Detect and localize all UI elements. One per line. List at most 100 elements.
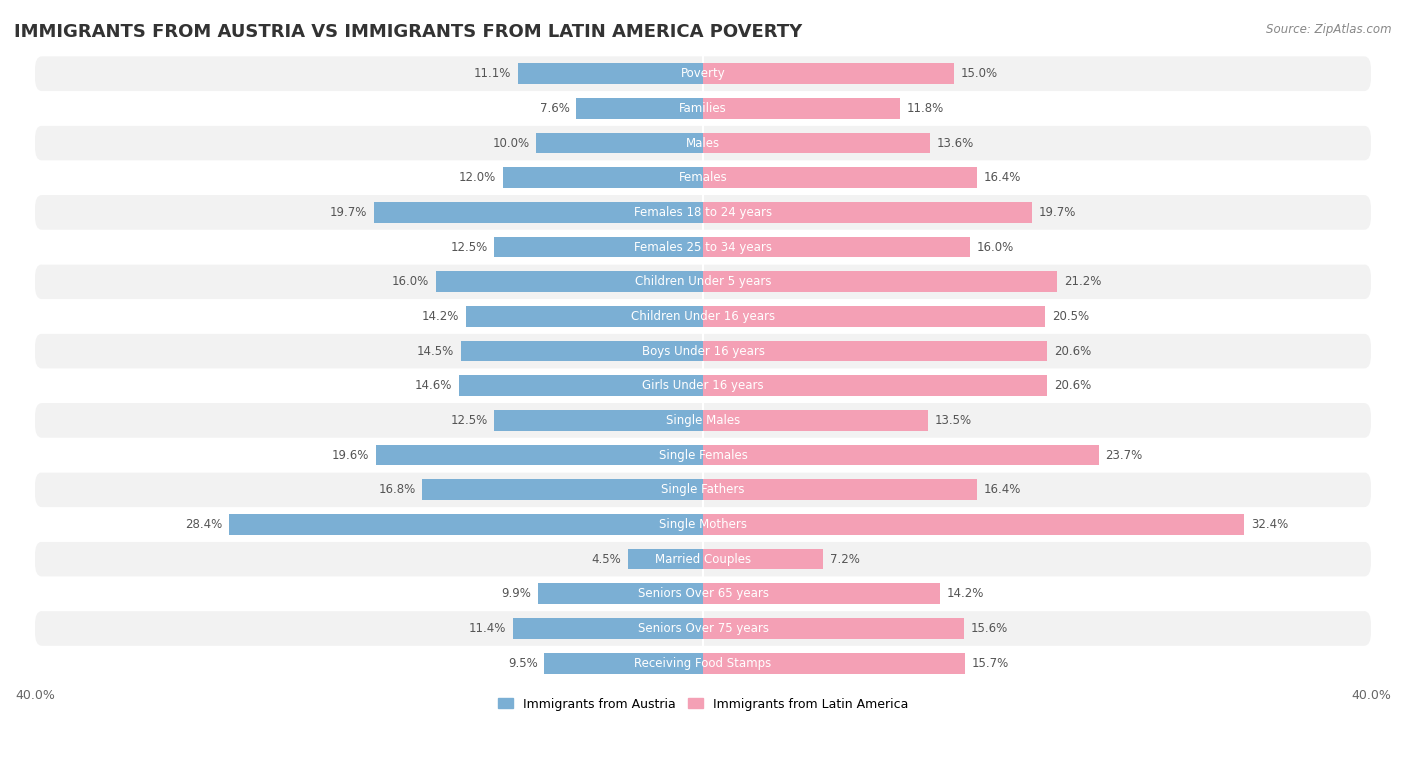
Bar: [703, 479, 977, 500]
Bar: [495, 236, 703, 258]
Text: 14.6%: 14.6%: [415, 379, 453, 392]
Bar: [436, 271, 703, 292]
Text: Married Couples: Married Couples: [655, 553, 751, 565]
Text: 21.2%: 21.2%: [1064, 275, 1101, 288]
Text: 16.0%: 16.0%: [977, 240, 1014, 254]
Text: Single Males: Single Males: [666, 414, 740, 427]
Text: Boys Under 16 years: Boys Under 16 years: [641, 345, 765, 358]
Bar: [703, 653, 965, 674]
FancyBboxPatch shape: [35, 161, 1371, 195]
FancyBboxPatch shape: [35, 195, 1371, 230]
Text: Children Under 16 years: Children Under 16 years: [631, 310, 775, 323]
Text: 14.5%: 14.5%: [418, 345, 454, 358]
Bar: [465, 306, 703, 327]
Text: Girls Under 16 years: Girls Under 16 years: [643, 379, 763, 392]
Bar: [703, 618, 963, 639]
FancyBboxPatch shape: [35, 646, 1371, 681]
Text: 14.2%: 14.2%: [422, 310, 460, 323]
Bar: [703, 98, 900, 119]
Bar: [703, 340, 1047, 362]
Bar: [229, 514, 703, 535]
FancyBboxPatch shape: [35, 403, 1371, 438]
Text: 12.5%: 12.5%: [450, 240, 488, 254]
Text: Males: Males: [686, 136, 720, 149]
Text: 16.4%: 16.4%: [984, 171, 1021, 184]
Text: 32.4%: 32.4%: [1251, 518, 1288, 531]
Bar: [517, 64, 703, 84]
FancyBboxPatch shape: [35, 334, 1371, 368]
Bar: [703, 549, 824, 569]
Text: 15.0%: 15.0%: [960, 67, 997, 80]
Bar: [374, 202, 703, 223]
Text: 14.2%: 14.2%: [946, 587, 984, 600]
Text: 16.0%: 16.0%: [392, 275, 429, 288]
Bar: [375, 445, 703, 465]
Bar: [703, 410, 928, 431]
Text: Children Under 5 years: Children Under 5 years: [634, 275, 772, 288]
Bar: [495, 410, 703, 431]
Text: Single Females: Single Females: [658, 449, 748, 462]
Text: 20.6%: 20.6%: [1053, 345, 1091, 358]
FancyBboxPatch shape: [35, 368, 1371, 403]
Text: 15.7%: 15.7%: [972, 656, 1010, 669]
Bar: [703, 271, 1057, 292]
FancyBboxPatch shape: [35, 542, 1371, 576]
Text: Receiving Food Stamps: Receiving Food Stamps: [634, 656, 772, 669]
Text: 7.6%: 7.6%: [540, 102, 569, 115]
FancyBboxPatch shape: [35, 299, 1371, 334]
Text: Families: Families: [679, 102, 727, 115]
Text: 28.4%: 28.4%: [184, 518, 222, 531]
Text: 15.6%: 15.6%: [970, 622, 1008, 635]
Text: Females 25 to 34 years: Females 25 to 34 years: [634, 240, 772, 254]
Text: 19.7%: 19.7%: [1039, 206, 1076, 219]
FancyBboxPatch shape: [35, 611, 1371, 646]
Text: 11.1%: 11.1%: [474, 67, 510, 80]
Text: 4.5%: 4.5%: [592, 553, 621, 565]
Bar: [537, 584, 703, 604]
Text: 13.5%: 13.5%: [935, 414, 973, 427]
Bar: [461, 340, 703, 362]
Bar: [703, 236, 970, 258]
FancyBboxPatch shape: [35, 230, 1371, 265]
Bar: [544, 653, 703, 674]
Bar: [703, 445, 1099, 465]
Text: IMMIGRANTS FROM AUSTRIA VS IMMIGRANTS FROM LATIN AMERICA POVERTY: IMMIGRANTS FROM AUSTRIA VS IMMIGRANTS FR…: [14, 23, 803, 41]
Text: 16.8%: 16.8%: [378, 484, 416, 496]
Bar: [460, 375, 703, 396]
Text: 12.0%: 12.0%: [458, 171, 496, 184]
Text: 23.7%: 23.7%: [1105, 449, 1143, 462]
Text: Females: Females: [679, 171, 727, 184]
Bar: [513, 618, 703, 639]
Text: 11.8%: 11.8%: [907, 102, 943, 115]
Bar: [502, 168, 703, 188]
Text: Seniors Over 65 years: Seniors Over 65 years: [637, 587, 769, 600]
Text: Seniors Over 75 years: Seniors Over 75 years: [637, 622, 769, 635]
FancyBboxPatch shape: [35, 438, 1371, 472]
Text: 13.6%: 13.6%: [936, 136, 974, 149]
Text: 9.5%: 9.5%: [508, 656, 537, 669]
FancyBboxPatch shape: [35, 56, 1371, 91]
Bar: [703, 375, 1047, 396]
Text: 19.7%: 19.7%: [330, 206, 367, 219]
Text: Source: ZipAtlas.com: Source: ZipAtlas.com: [1267, 23, 1392, 36]
FancyBboxPatch shape: [35, 265, 1371, 299]
FancyBboxPatch shape: [35, 91, 1371, 126]
Text: Single Fathers: Single Fathers: [661, 484, 745, 496]
Text: 10.0%: 10.0%: [492, 136, 529, 149]
Bar: [628, 549, 703, 569]
Bar: [703, 168, 977, 188]
FancyBboxPatch shape: [35, 126, 1371, 161]
Bar: [703, 202, 1032, 223]
Bar: [703, 133, 931, 153]
Bar: [703, 514, 1244, 535]
FancyBboxPatch shape: [35, 507, 1371, 542]
Bar: [536, 133, 703, 153]
Bar: [703, 306, 1046, 327]
Bar: [422, 479, 703, 500]
Text: 20.5%: 20.5%: [1052, 310, 1090, 323]
Text: Single Mothers: Single Mothers: [659, 518, 747, 531]
Text: 7.2%: 7.2%: [830, 553, 860, 565]
Legend: Immigrants from Austria, Immigrants from Latin America: Immigrants from Austria, Immigrants from…: [492, 693, 914, 716]
Text: 16.4%: 16.4%: [984, 484, 1021, 496]
Text: 11.4%: 11.4%: [468, 622, 506, 635]
